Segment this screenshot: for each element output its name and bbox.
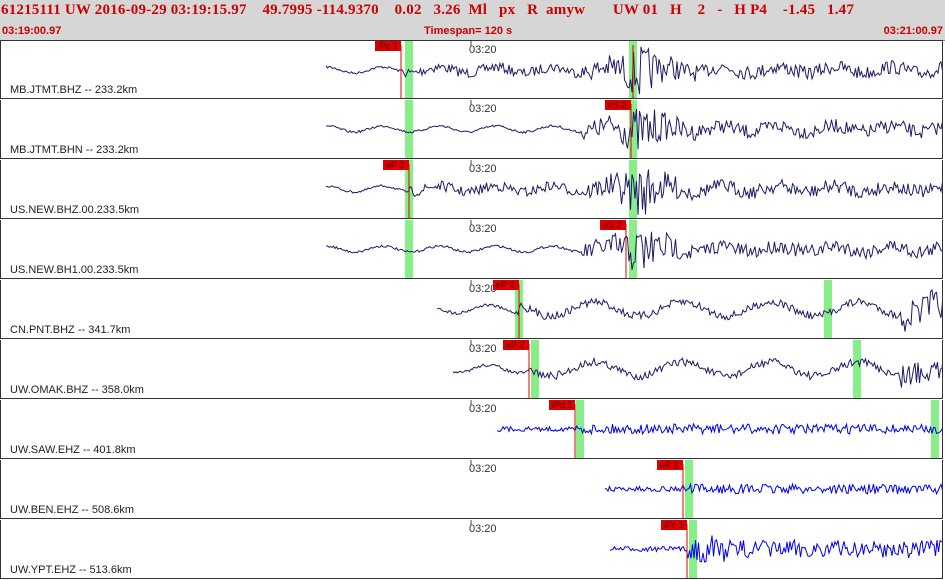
seismic-waveform (325, 231, 942, 270)
trace-panel[interactable]: 03:20 eP 2 UW.BEN.EHZ -- 508.6km (0, 460, 943, 519)
station-channel-label: MB.JTMT.BHZ -- 233.2km (10, 84, 138, 96)
station-channel-label: UW.YPT.EHZ -- 513.6km (10, 564, 132, 576)
seismic-waveform (496, 422, 942, 436)
station-channel-label: CN.PNT.BHZ -- 341.7km (10, 324, 131, 336)
minute-tick-label: 03:20 (469, 283, 497, 295)
time-window-band (629, 100, 637, 158)
phase-pick-label: iPc 1 (664, 520, 684, 530)
waveform-plot[interactable]: 03:20 eP 2 (1, 340, 943, 399)
time-window-band (853, 340, 861, 398)
seismic-waveform (325, 108, 942, 150)
station-channel-label: US.NEW.BHZ.00.233.5km (10, 204, 139, 216)
seismic-waveform (325, 46, 942, 95)
trace-panel[interactable]: 03:20 eS 2 MB.JTMT.BHN -- 233.2km (0, 100, 943, 159)
station-channel-label: UW.SAW.EHZ -- 401.8km (10, 444, 136, 456)
window-end-time: 03:21:00.97 (883, 25, 943, 37)
time-window-band (405, 100, 413, 158)
waveform-plot[interactable]: 03:20 iPc 1 (1, 520, 943, 579)
trace-panel[interactable]: 03:20 eP 2 CN.PNT.BHZ -- 341.7km (0, 280, 943, 339)
waveform-plot[interactable]: 03:20 eS 2 (1, 100, 943, 159)
phase-pick-label: iPd 1 (552, 400, 573, 410)
event-info-line: 61215111 UW 2016-09-29 03:19:15.97 49.79… (1, 2, 855, 18)
minute-tick-label: 03:20 (469, 343, 497, 355)
seismic-waveform (609, 535, 942, 563)
phase-pick-tag[interactable] (549, 400, 575, 410)
waveform-plot[interactable]: 03:20 eP 2 (1, 460, 943, 519)
trace-panel[interactable]: 03:20 eS 2 US.NEW.BH1.00.233.5km (0, 220, 943, 279)
waveform-plot[interactable]: 03:20 eS 2 (1, 220, 943, 279)
phase-pick-tag[interactable] (600, 220, 626, 230)
phase-pick-label: eS 2 (603, 220, 622, 230)
phase-pick-tag[interactable] (503, 340, 529, 350)
station-channel-label: MB.JTMT.BHN -- 233.2km (10, 144, 139, 156)
station-channel-label: US.NEW.BH1.00.233.5km (10, 264, 139, 276)
seismic-waveform (604, 482, 942, 496)
phase-pick-tag[interactable] (605, 100, 631, 110)
trace-panel[interactable]: 03:20 eP 2 UW.OMAK.BHZ -- 358.0km (0, 340, 943, 399)
phase-pick-tag[interactable] (375, 41, 401, 51)
time-window-band (629, 220, 637, 278)
minute-tick-label: 03:20 (469, 463, 497, 475)
trace-panels[interactable]: 03:20 iPc 1 MB.JTMT.BHZ -- 233.2km 03:20 eS … (0, 40, 945, 580)
timespan-label: Timespan= 120 s (424, 25, 513, 37)
seismic-waveform (325, 169, 942, 215)
trace-panel[interactable]: 03:20 eP 2 US.NEW.BHZ.00.233.5km (0, 160, 943, 219)
time-window-band (629, 160, 637, 218)
phase-pick-tag[interactable] (661, 520, 687, 530)
minute-tick-label: 03:20 (469, 163, 497, 175)
phase-pick-label: eP 2 (386, 160, 404, 170)
time-window-band (405, 220, 413, 278)
seismic-waveform (436, 288, 942, 332)
window-start-time: 03:19:00.97 (2, 25, 62, 37)
minute-tick-label: 03:20 (469, 223, 497, 235)
minute-tick-label: 03:20 (469, 44, 497, 56)
time-window-band (531, 340, 539, 398)
trace-panel[interactable]: 03:20 iPc 1 MB.JTMT.BHZ -- 233.2km (0, 40, 943, 99)
station-channel-label: UW.BEN.EHZ -- 508.6km (10, 504, 135, 516)
minute-tick-label: 03:20 (469, 403, 497, 415)
seismic-waveform (452, 356, 942, 388)
time-window-band (824, 280, 832, 338)
phase-pick-tag[interactable] (657, 460, 683, 470)
event-header: 61215111 UW 2016-09-29 03:19:15.97 49.79… (0, 0, 945, 41)
waveform-plot[interactable]: 03:20 iPd 1 (1, 400, 943, 459)
waveform-plot[interactable]: 03:20 eP 2 (1, 160, 943, 219)
minute-tick-label: 03:20 (469, 523, 497, 535)
trace-panel[interactable]: 03:20 iPc 1 UW.YPT.EHZ -- 513.6km (0, 520, 943, 579)
phase-pick-tag[interactable] (383, 160, 409, 170)
phase-pick-label: iPc 1 (378, 41, 398, 51)
phase-pick-label: eP 2 (660, 460, 678, 470)
phase-pick-label: eS 2 (608, 100, 627, 110)
trace-panel[interactable]: 03:20 iPd 1 UW.SAW.EHZ -- 401.8km (0, 400, 943, 459)
phase-pick-label: eP 2 (496, 280, 514, 290)
phase-pick-label: eP 2 (506, 340, 524, 350)
waveform-plot[interactable]: 03:20 iPc 1 (1, 41, 943, 99)
time-window-band (576, 400, 584, 458)
phase-pick-tag[interactable] (493, 280, 519, 290)
station-channel-label: UW.OMAK.BHZ -- 358.0km (10, 384, 144, 396)
minute-tick-label: 03:20 (469, 103, 497, 115)
